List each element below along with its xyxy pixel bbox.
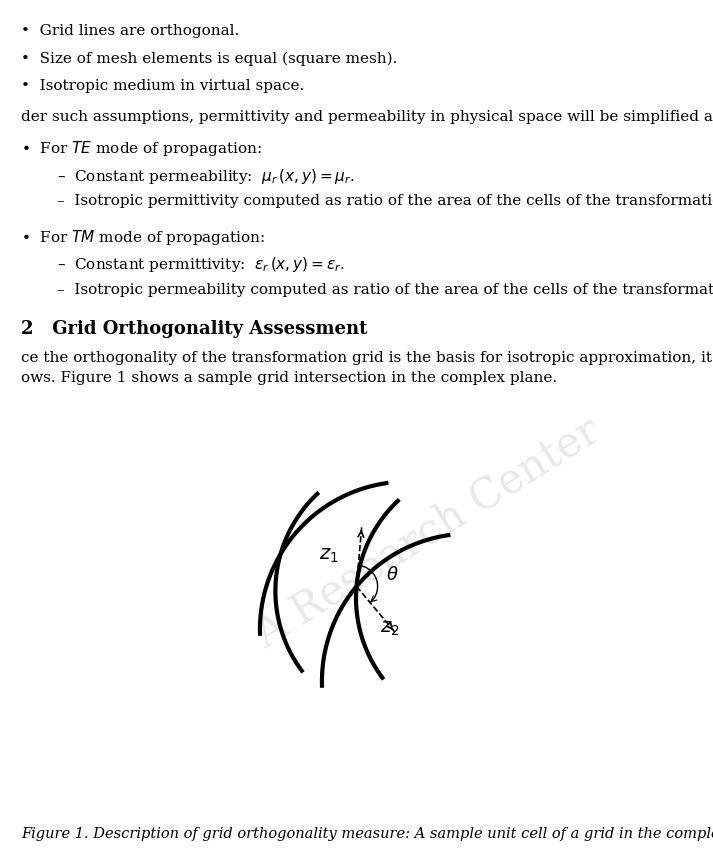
Text: •  Size of mesh elements is equal (square mesh).: • Size of mesh elements is equal (square… [21,52,398,66]
Text: •  Grid lines are orthogonal.: • Grid lines are orthogonal. [21,24,240,38]
Text: ce the orthogonality of the transformation grid is the basis for isotropic appro: ce the orthogonality of the transformati… [21,351,713,365]
Text: •  For $TE$ mode of propagation:: • For $TE$ mode of propagation: [21,139,262,158]
Text: •  Isotropic medium in virtual space.: • Isotropic medium in virtual space. [21,79,304,93]
Text: A Research Center: A Research Center [247,410,608,656]
Text: der such assumptions, permittivity and permeability in physical space will be si: der such assumptions, permittivity and p… [21,110,713,124]
Text: $\theta$: $\theta$ [386,566,399,584]
Text: –  Isotropic permittivity computed as ratio of the area of the cells of the tran: – Isotropic permittivity computed as rat… [57,194,713,208]
Text: ows. Figure 1 shows a sample grid intersection in the complex plane.: ows. Figure 1 shows a sample grid inters… [21,371,558,384]
Text: $z_2$: $z_2$ [380,620,400,638]
Text: 2   Grid Orthogonality Assessment: 2 Grid Orthogonality Assessment [21,320,368,338]
Text: –  Constant permeability:  $\mu_r\,(x,y) = \mu_r$.: – Constant permeability: $\mu_r\,(x,y) =… [57,167,355,186]
Text: –  Constant permittivity:  $\epsilon_r\,(x,y) = \epsilon_r$.: – Constant permittivity: $\epsilon_r\,(x… [57,255,345,274]
Text: •  For $TM$ mode of propagation:: • For $TM$ mode of propagation: [21,228,266,247]
Text: $z_1$: $z_1$ [319,547,339,565]
Text: Figure 1. Description of grid orthogonality measure: A sample unit cell of a gri: Figure 1. Description of grid orthogonal… [21,827,713,841]
Text: –  Isotropic permeability computed as ratio of the area of the cells of the tran: – Isotropic permeability computed as rat… [57,283,713,297]
